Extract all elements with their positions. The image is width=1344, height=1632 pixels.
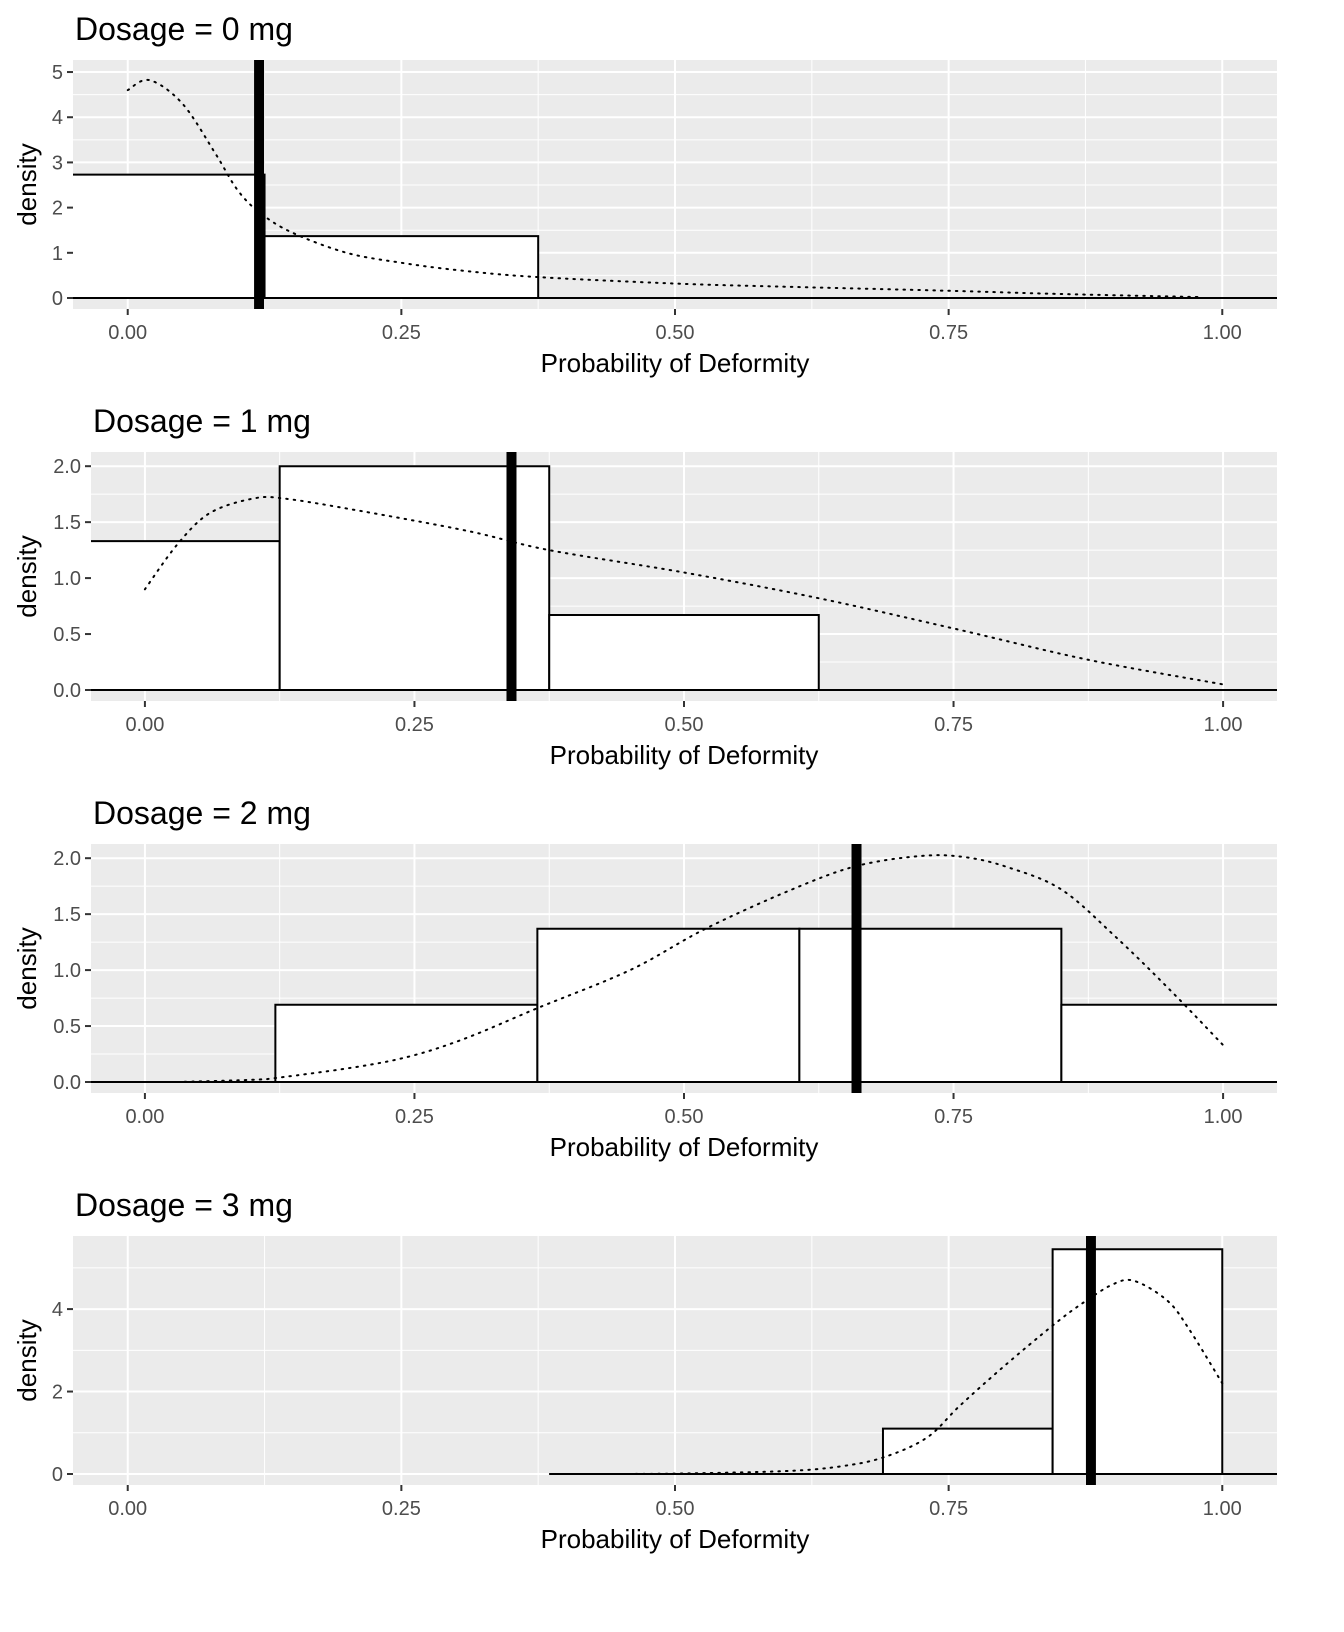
y-tick-label: 0.0 xyxy=(53,1072,81,1094)
y-tick-label: 0.0 xyxy=(53,680,81,702)
x-tick-label: 1.00 xyxy=(1204,714,1243,736)
x-tick-label: 0.50 xyxy=(656,1498,695,1520)
x-tick-label: 0.75 xyxy=(929,1498,968,1520)
x-axis-title: Probability of Deformity xyxy=(541,348,810,378)
y-tick-label: 0.5 xyxy=(53,1016,81,1038)
panel-1: 0.0 0.5 1.0 1.5 2.0 0.00 0.25 0.50 0.75 1.00 Dosag… xyxy=(12,403,1277,770)
y-tick-label: 2.0 xyxy=(53,456,81,478)
x-tick-label: 0.00 xyxy=(108,1498,147,1520)
x-tick-label: 0.00 xyxy=(108,322,147,344)
x-axis-title: Probability of Deformity xyxy=(550,740,819,770)
histogram-bar-2 xyxy=(798,927,1063,1082)
y-tick-label: 4 xyxy=(52,1299,63,1321)
x-axis-title: Probability of Deformity xyxy=(550,1132,819,1162)
density-curve xyxy=(597,1278,1224,1475)
histogram-bar-0 xyxy=(881,1427,1054,1474)
x-tick-label: 0.75 xyxy=(929,322,968,344)
x-tick-label: 1.00 xyxy=(1203,1498,1242,1520)
y-axis-title: density xyxy=(12,535,42,617)
density-curve xyxy=(176,854,1225,1083)
y-tick-label: 4 xyxy=(52,107,63,129)
y-tick-label: 2.0 xyxy=(53,848,81,870)
histogram-bar-3 xyxy=(1060,1003,1277,1082)
y-tick-label: 2 xyxy=(52,1382,63,1404)
x-tick-label: 0.50 xyxy=(665,714,704,736)
y-tick-label: 1.5 xyxy=(53,904,81,926)
y-axis-title: density xyxy=(12,1319,42,1401)
x-tick-label: 0.25 xyxy=(395,1106,434,1128)
x-tick-label: 0.00 xyxy=(125,1106,164,1128)
y-tick-label: 0 xyxy=(52,1464,63,1486)
x-axis-title: Probability of Deformity xyxy=(541,1524,810,1554)
panel-3: 0 2 4 0.00 0.25 0.50 0.75 1.00 Dosage = 3 mg Prob… xyxy=(12,1187,1277,1554)
x-tick-label: 0.75 xyxy=(934,714,973,736)
histogram-bar-1 xyxy=(263,235,540,298)
panel-0: 0 1 2 3 4 5 0.00 0.25 0.50 0.75 1.00 Dosage = 0 mg P… xyxy=(12,11,1277,378)
histogram-bar-1 xyxy=(1051,1248,1224,1474)
x-tick-label: 1.00 xyxy=(1203,322,1242,344)
y-tick-label: 5 xyxy=(52,62,63,84)
y-axis-title: density xyxy=(12,143,42,225)
x-tick-label: 1.00 xyxy=(1204,1106,1243,1128)
y-tick-label: 0 xyxy=(52,288,63,310)
x-tick-label: 0.25 xyxy=(395,714,434,736)
y-tick-label: 2 xyxy=(52,198,63,220)
panel-title: Dosage = 1 mg xyxy=(93,403,311,439)
x-tick-label: 0.25 xyxy=(382,1498,421,1520)
histogram-bar-2 xyxy=(548,614,820,690)
density-curve xyxy=(143,495,1225,686)
y-tick-label: 1.0 xyxy=(53,568,81,590)
y-tick-label: 3 xyxy=(52,152,63,174)
histogram-bar-1 xyxy=(278,465,551,690)
x-tick-label: 0.25 xyxy=(382,322,421,344)
panel-title: Dosage = 3 mg xyxy=(75,1187,293,1223)
panel-2: 0.0 0.5 1.0 1.5 2.0 0.00 0.25 0.50 0.75 1.00 Dosag… xyxy=(12,795,1277,1162)
density-curve xyxy=(126,78,1202,299)
y-tick-label: 1.5 xyxy=(53,512,81,534)
panel-title: Dosage = 0 mg xyxy=(75,11,293,47)
histogram-bar-1 xyxy=(536,927,801,1082)
x-tick-label: 0.50 xyxy=(656,322,695,344)
y-tick-label: 1.0 xyxy=(53,960,81,982)
x-tick-label: 0.50 xyxy=(665,1106,704,1128)
x-tick-label: 0.75 xyxy=(934,1106,973,1128)
panel-title: Dosage = 2 mg xyxy=(93,795,311,831)
y-axis-title: density xyxy=(12,927,42,1009)
histogram-bar-0 xyxy=(274,1003,539,1082)
y-tick-label: 1 xyxy=(52,243,63,265)
y-tick-label: 0.5 xyxy=(53,624,81,646)
x-tick-label: 0.00 xyxy=(125,714,164,736)
